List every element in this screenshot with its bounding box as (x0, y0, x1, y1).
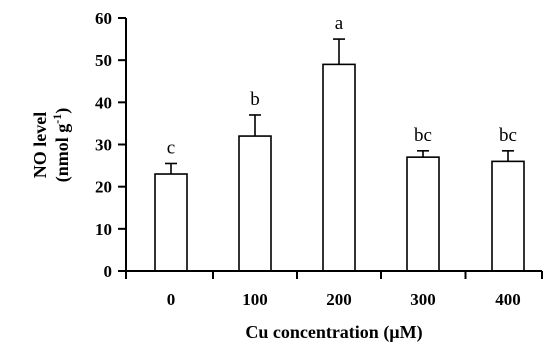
y-tick-label: 30 (95, 136, 112, 155)
x-tick-label: 100 (242, 290, 268, 309)
bar (322, 63, 356, 272)
significance-label: a (335, 13, 344, 34)
x-axis-title: Cu concentration (µM) (245, 322, 422, 343)
y-axis-title: NO level (nmol g-1) (30, 108, 73, 183)
x-tick-label: 400 (495, 290, 521, 309)
x-tick-label: 300 (410, 290, 436, 309)
y-axis-title-line1: NO level (30, 112, 50, 178)
significance-label: c (167, 137, 175, 158)
x-axis-ticks: 0 100 200 300 400 (125, 271, 543, 309)
significance-label: b (250, 89, 260, 110)
x-tick-label: 0 (167, 290, 176, 309)
bar-series: c b a bc bc (154, 13, 525, 272)
y-tick-label: 60 (95, 9, 112, 28)
y-tick-label: 50 (95, 51, 112, 70)
significance-label: bc (499, 125, 517, 146)
bar (491, 160, 525, 272)
y-axis-ticks: 0 10 20 30 40 50 60 (95, 9, 126, 281)
y-tick-label: 0 (104, 262, 113, 281)
y-tick-label: 20 (95, 178, 112, 197)
y-axis-title-unit: (nmol g (52, 124, 73, 183)
y-axis-title-unit-close: ) (52, 108, 73, 114)
bar (238, 135, 272, 272)
bar (154, 173, 188, 272)
axes (125, 18, 542, 272)
y-axis-title-exponent: -1 (50, 114, 64, 124)
bar (406, 156, 440, 272)
significance-label: bc (414, 125, 432, 146)
x-tick-label: 200 (326, 290, 352, 309)
y-tick-label: 40 (95, 93, 112, 112)
y-axis-title-line2: (nmol g-1) (50, 108, 73, 183)
y-tick-label: 10 (95, 220, 112, 239)
